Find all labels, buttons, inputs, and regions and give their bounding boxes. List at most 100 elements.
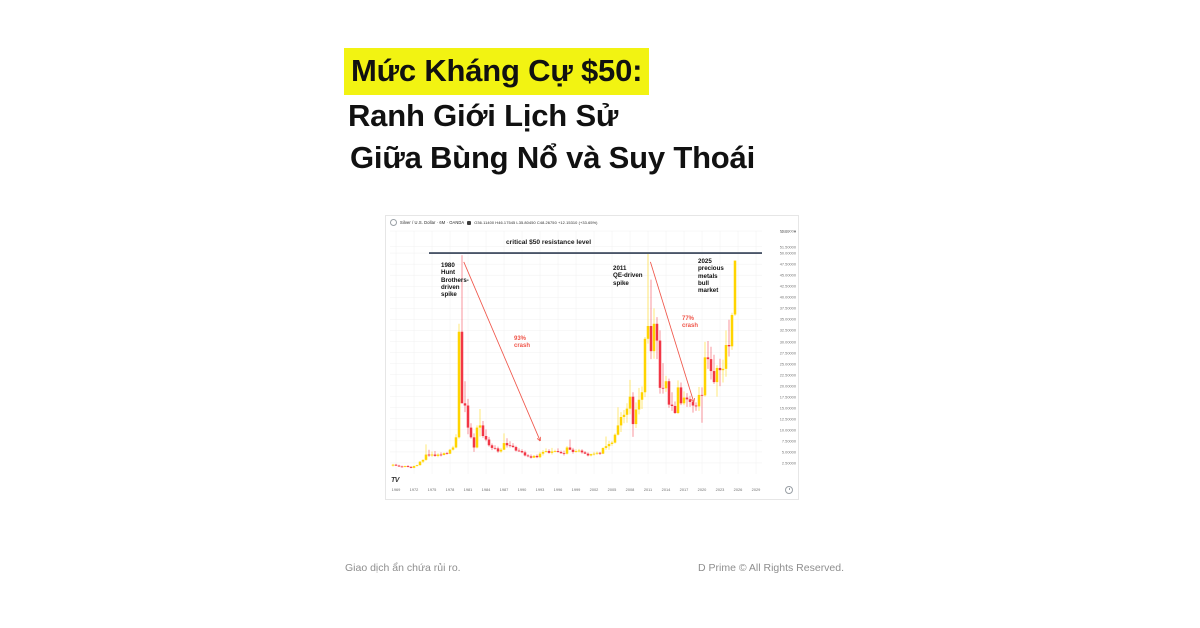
- candle-body: [691, 401, 695, 406]
- candle-body: [493, 447, 497, 449]
- candle: [559, 450, 563, 454]
- candle: [547, 449, 551, 454]
- candle: [439, 452, 443, 457]
- candle-body: [607, 443, 611, 447]
- candle-body: [418, 461, 422, 466]
- price-axis-tick: 51.50000: [779, 244, 796, 249]
- candle: [490, 443, 494, 451]
- candle-body: [421, 459, 425, 462]
- candle: [397, 464, 401, 467]
- chevron-down-icon[interactable]: ▾: [793, 229, 796, 234]
- chart-plot-area[interactable]: [386, 229, 764, 484]
- headline-line-3: Giữa Bùng Nổ và Suy Thoái: [350, 140, 755, 175]
- annotation-line: 1980: [441, 262, 455, 269]
- candle-body: [595, 452, 599, 454]
- candle: [400, 465, 404, 468]
- candle: [676, 380, 680, 414]
- candle: [733, 260, 737, 316]
- time-axis-tick: 2029: [751, 487, 761, 492]
- candle-body: [403, 466, 407, 467]
- candle-body: [625, 408, 629, 415]
- candle: [526, 454, 530, 458]
- candle: [646, 253, 650, 344]
- price-axis-tick: 20.00000: [779, 383, 796, 389]
- candle: [523, 450, 527, 457]
- annotation-line: 2025: [698, 258, 712, 265]
- candle: [535, 454, 539, 459]
- candle: [685, 393, 689, 407]
- candle: [517, 448, 521, 452]
- candle: [499, 447, 503, 453]
- candle: [514, 445, 518, 452]
- clock-icon[interactable]: [785, 486, 793, 494]
- candle-body: [475, 427, 479, 448]
- time-axis[interactable]: 1969 1972 1975 1978 1981 1984 1987 1990 1993 1996…: [386, 485, 798, 497]
- price-axis[interactable]: USD ▾ 55.00000 51.50000 50.00000 47.50000 45…: [766, 229, 798, 491]
- candle-body: [520, 451, 524, 453]
- candle: [550, 447, 554, 455]
- candle: [679, 382, 683, 406]
- candle: [595, 451, 599, 455]
- candle: [601, 447, 605, 455]
- candle: [703, 341, 707, 397]
- time-axis-tick: 2005: [607, 487, 617, 492]
- chart-symbol-label[interactable]: Silver / U.S. Dollar · 6M · OANDA: [400, 220, 465, 225]
- time-axis-tick: 1990: [517, 487, 527, 492]
- candle-body: [517, 450, 521, 452]
- candle-body: [616, 425, 620, 435]
- candle-body: [718, 367, 722, 371]
- symbol-logo-icon: [390, 219, 397, 226]
- candle: [541, 450, 545, 456]
- candle-body: [433, 454, 437, 456]
- candle-body: [712, 371, 716, 383]
- candle: [706, 341, 710, 369]
- candle: [688, 395, 692, 407]
- candle-body: [427, 454, 431, 456]
- time-axis-tick: 2011: [643, 487, 653, 492]
- candle-body: [457, 331, 461, 438]
- price-axis-tick: 42.50000: [779, 283, 796, 289]
- time-axis-tick: 1969: [391, 487, 401, 492]
- candle-body: [478, 425, 482, 428]
- candle-body: [565, 447, 569, 454]
- resistance-level-label: critical $50 resistance level: [506, 239, 592, 246]
- time-axis-tick: 1987: [499, 487, 509, 492]
- candle-body: [682, 397, 686, 404]
- candle-body: [589, 454, 593, 456]
- candle-body: [451, 447, 455, 450]
- candle: [619, 412, 623, 433]
- candle-body: [655, 323, 659, 341]
- candle-body: [571, 449, 575, 452]
- candle-body: [445, 453, 449, 455]
- candle-body: [733, 260, 737, 315]
- annotation-2025-bull: 2025 precious metals bull market: [698, 258, 724, 295]
- candle: [628, 379, 632, 415]
- candle: [577, 448, 581, 453]
- candle: [508, 441, 512, 448]
- candle: [553, 449, 557, 453]
- candle: [457, 323, 461, 439]
- candle: [493, 445, 497, 450]
- candle: [721, 359, 725, 383]
- candle-body: [631, 396, 635, 425]
- annotation-line: 2011: [613, 265, 627, 272]
- candle-body: [430, 454, 434, 456]
- candle-body: [466, 405, 470, 428]
- price-axis-header[interactable]: USD ▾: [781, 229, 796, 234]
- price-axis-tick: 47.50000: [779, 261, 796, 267]
- footer-disclaimer: Giao dịch ẩn chứa rủi ro.: [345, 562, 461, 574]
- candle: [403, 465, 407, 468]
- candle-body: [514, 447, 518, 451]
- candle: [691, 400, 695, 413]
- annotation-93-crash: 93% crash: [514, 336, 530, 350]
- candle-body: [391, 464, 395, 466]
- candle-body: [400, 466, 404, 468]
- candle: [697, 386, 701, 411]
- time-axis-tick: 2014: [661, 487, 671, 492]
- time-axis-tick: 2026: [733, 487, 743, 492]
- candle-body: [454, 437, 458, 448]
- candle: [496, 446, 500, 453]
- candle: [442, 452, 446, 456]
- candle: [598, 451, 602, 455]
- annotation-line: spike: [613, 279, 629, 287]
